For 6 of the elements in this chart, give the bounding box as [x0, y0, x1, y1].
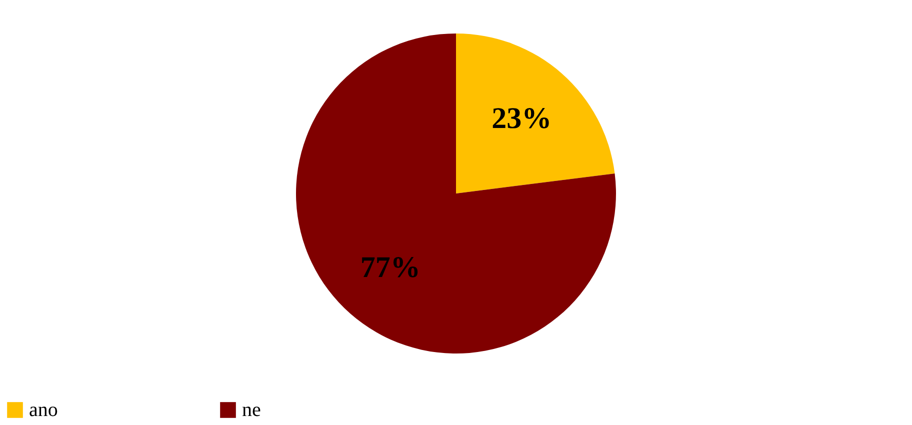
pie-slice: [456, 34, 615, 194]
data-label: 77%: [360, 250, 420, 284]
data-label: 23%: [492, 102, 552, 136]
pie-slice: [296, 34, 616, 354]
legend-label: ano: [29, 399, 58, 421]
legend-label: ne: [242, 399, 261, 421]
